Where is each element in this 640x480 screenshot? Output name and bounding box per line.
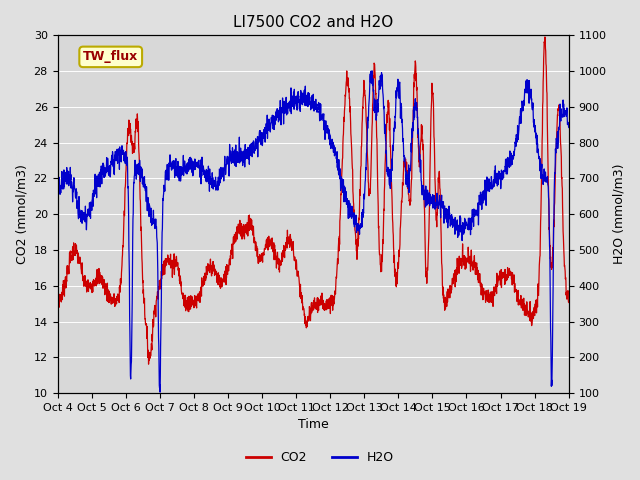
Legend: CO2, H2O: CO2, H2O — [241, 446, 399, 469]
X-axis label: Time: Time — [298, 419, 328, 432]
Title: LI7500 CO2 and H2O: LI7500 CO2 and H2O — [233, 15, 393, 30]
Y-axis label: H2O (mmol/m3): H2O (mmol/m3) — [612, 164, 625, 264]
Text: TW_flux: TW_flux — [83, 50, 138, 63]
Y-axis label: CO2 (mmol/m3): CO2 (mmol/m3) — [15, 164, 28, 264]
